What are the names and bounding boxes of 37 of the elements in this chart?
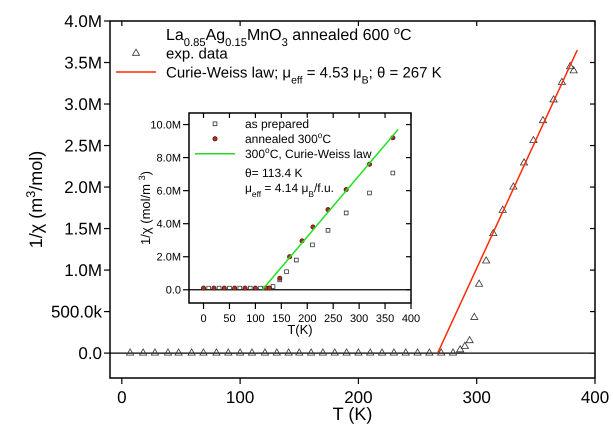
y-tick-label: 3.5M — [64, 53, 102, 72]
x-tick-label: 100 — [246, 313, 265, 325]
y-tick-label: 0.0 — [166, 284, 181, 297]
y-tick-label: 4.0M — [64, 12, 102, 31]
x-tick-label: 400 — [402, 313, 420, 325]
x-tick-label: 200 — [344, 388, 373, 407]
x-tick-label: 0 — [200, 313, 207, 325]
legend-label: as prepared — [245, 117, 310, 131]
annotation: μ$_{eff}$ = 4.14 μ$_{B}$/f.u. — [245, 181, 334, 199]
x-tick-label: 200 — [298, 313, 316, 325]
y-tick-label: 2.0M — [156, 252, 181, 264]
y-tick-label: 8.0M — [156, 152, 181, 164]
x-tick-label: 150 — [272, 313, 291, 325]
y-tick-label: 1.0M — [64, 261, 102, 280]
y-tick-label: 10.0M — [150, 119, 181, 132]
y-tick-label: 0.0 — [78, 344, 102, 364]
annotation: θ= 113.4 K — [245, 166, 302, 180]
y-tick-label: 4.0M — [156, 218, 181, 231]
x-tick-label: 100 — [226, 388, 254, 407]
y-tick-label: 2.5M — [64, 136, 102, 156]
x-tick-label: 50 — [223, 313, 236, 325]
x-tick-label: 300 — [462, 388, 491, 407]
x-tick-label: 350 — [376, 313, 394, 325]
y-tick-label: 2.0M — [64, 178, 102, 197]
x-axis-title: T(K) — [287, 322, 313, 337]
x-tick-label: 400 — [580, 388, 610, 407]
x-axis-title: T (K) — [332, 404, 372, 424]
y-tick-label: 1.5M — [64, 220, 102, 239]
legend-label: Curie-Weiss law; μ$_{eff}$ = 4.53 μ$_{B}$; θ = 267 K — [166, 64, 442, 86]
y-tick-label: 6.0M — [156, 186, 181, 198]
x-tick-label: 250 — [324, 313, 342, 325]
legend-label: annealed 300$^{o}$C — [245, 130, 332, 146]
legend-label: 300$^{o}$C, Curie-Weiss law — [245, 145, 372, 161]
y-tick-label: 500.0k — [50, 302, 102, 322]
x-tick-label: 0 — [117, 388, 127, 407]
x-tick-label: 300 — [350, 313, 368, 325]
y-tick-label: 3.0M — [64, 94, 102, 114]
